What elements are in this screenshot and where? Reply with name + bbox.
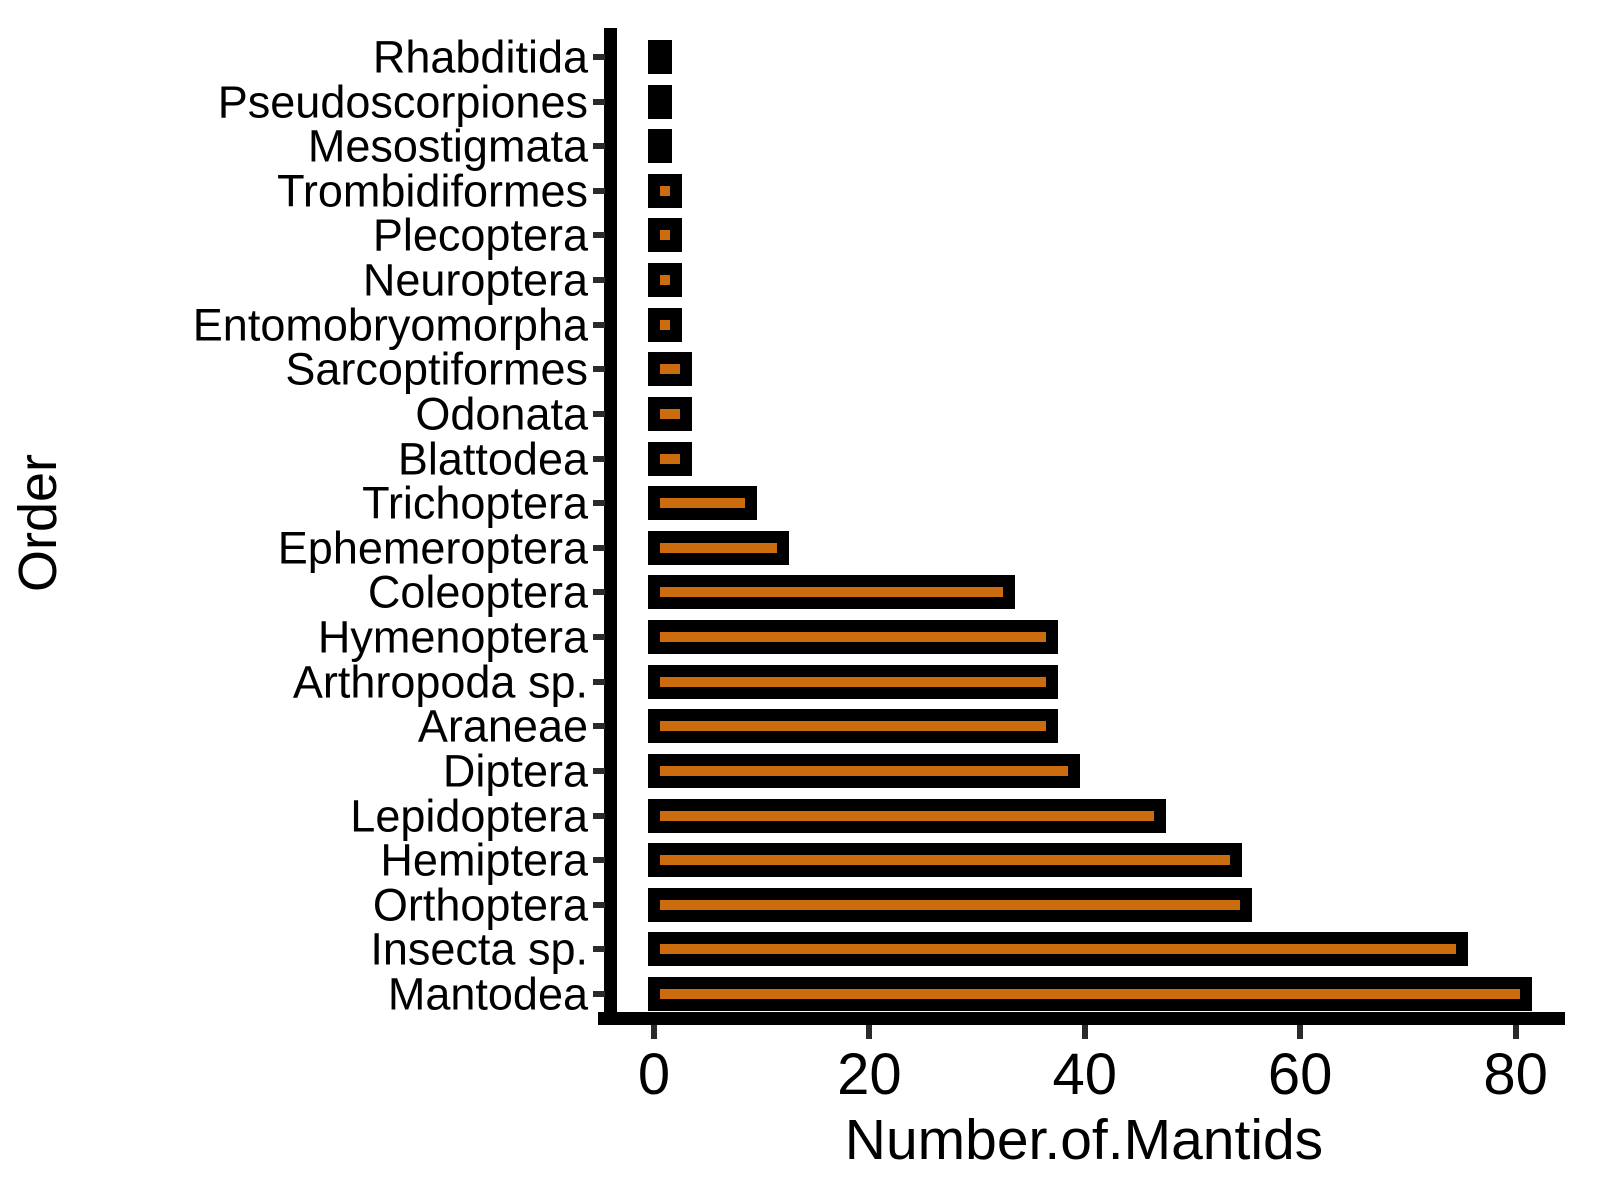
- x-tick: [1297, 1025, 1304, 1039]
- bar: [648, 843, 1242, 878]
- bar: [648, 530, 790, 565]
- bar: [648, 798, 1167, 833]
- y-tick: [593, 366, 605, 373]
- category-label: Coleoptera: [367, 566, 588, 618]
- x-axis-line: [598, 1012, 1565, 1025]
- y-tick: [593, 232, 605, 239]
- category-label: Mesostigmata: [307, 120, 588, 172]
- bar: [648, 664, 1059, 699]
- x-tick-label: 40: [1052, 1042, 1118, 1107]
- y-tick: [593, 321, 605, 328]
- bar: [648, 709, 1059, 744]
- y-tick: [593, 767, 605, 774]
- y-tick: [593, 901, 605, 908]
- y-tick: [593, 187, 605, 194]
- bar: [648, 887, 1253, 922]
- category-label: Mantodea: [387, 968, 588, 1020]
- category-label: Hymenoptera: [317, 611, 588, 663]
- category-label: Araneae: [417, 700, 588, 752]
- x-tick: [651, 1025, 657, 1039]
- category-label: Odonata: [415, 388, 588, 440]
- bar: [648, 753, 1081, 788]
- y-tick: [593, 946, 605, 953]
- category-label: Lepidoptera: [350, 790, 588, 842]
- y-tick: [593, 634, 605, 641]
- y-tick: [593, 54, 605, 60]
- category-label: Plecoptera: [372, 209, 588, 261]
- y-tick: [593, 857, 605, 864]
- y-tick: [593, 277, 605, 284]
- bar: [648, 575, 1016, 610]
- y-tick: [593, 812, 605, 819]
- category-label: Ephemeroptera: [277, 522, 588, 574]
- x-axis-title: Number.of.Mantids: [844, 1108, 1324, 1172]
- y-tick: [593, 143, 605, 150]
- category-label: Entomobryomorpha: [192, 299, 588, 351]
- bar: [648, 307, 682, 342]
- category-label: Trombidiformes: [277, 165, 588, 217]
- x-tick-label: 0: [637, 1042, 671, 1107]
- bar: [648, 486, 757, 521]
- bar: [648, 396, 693, 431]
- y-tick: [593, 455, 605, 462]
- x-tick: [866, 1025, 873, 1039]
- category-label: Hemiptera: [380, 834, 588, 886]
- category-label: Arthropoda sp.: [292, 656, 588, 708]
- x-tick-label: 80: [1483, 1042, 1548, 1107]
- bar: [648, 263, 682, 298]
- category-label: Diptera: [442, 745, 588, 797]
- bar: [648, 218, 682, 253]
- y-tick: [593, 589, 605, 596]
- y-tick: [593, 723, 605, 730]
- bar: [648, 129, 672, 164]
- y-tick: [593, 991, 605, 998]
- bar: [648, 620, 1059, 655]
- y-axis-line: [604, 28, 617, 1025]
- x-tick: [1512, 1025, 1519, 1039]
- bar: [648, 352, 693, 387]
- category-label: Sarcoptiformes: [285, 343, 588, 395]
- category-label: Neuroptera: [362, 254, 588, 306]
- bar: [648, 977, 1533, 1012]
- y-tick: [593, 544, 605, 551]
- bar: [648, 173, 682, 208]
- y-tick: [593, 410, 605, 417]
- category-label: Insecta sp.: [370, 923, 588, 975]
- y-tick: [593, 678, 605, 685]
- x-tick-label: 60: [1267, 1042, 1333, 1107]
- x-tick: [1081, 1025, 1088, 1039]
- y-tick: [593, 500, 605, 507]
- bar: [648, 932, 1468, 967]
- category-label: Rhabditida: [372, 31, 588, 83]
- y-tick: [593, 98, 605, 105]
- category-label: Trichoptera: [362, 477, 588, 529]
- category-label: Blattodea: [397, 433, 588, 485]
- category-label: Orthoptera: [372, 879, 588, 931]
- category-label: Pseudoscorpiones: [217, 76, 588, 128]
- bar: [648, 84, 672, 119]
- bar: [648, 40, 672, 74]
- bar: [648, 441, 693, 476]
- x-tick-label: 20: [837, 1042, 902, 1107]
